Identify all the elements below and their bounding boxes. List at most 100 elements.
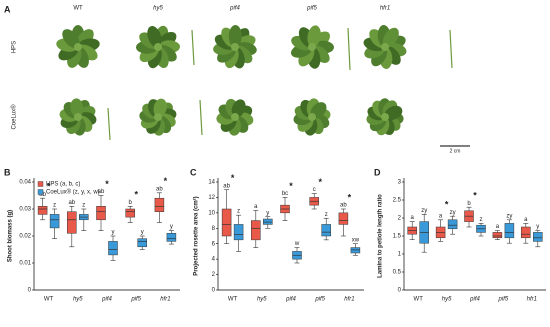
condition-label: CoeLux® bbox=[11, 104, 18, 130]
scale-bar-label: 2 cm bbox=[450, 148, 461, 154]
y-tick-label: 0.03 bbox=[19, 207, 31, 213]
x-tick-label: pif4 bbox=[101, 297, 112, 303]
box bbox=[350, 247, 361, 254]
group-letter: c bbox=[313, 187, 316, 193]
genotype-label: pif5 bbox=[306, 6, 317, 12]
y-tick-label: 12 bbox=[208, 195, 215, 201]
group-letter: bc bbox=[282, 191, 288, 197]
y-axis-label: Lamina to petiole length ratio bbox=[378, 194, 384, 278]
box bbox=[492, 232, 503, 239]
leaf bbox=[228, 25, 242, 48]
box bbox=[447, 219, 458, 230]
box bbox=[533, 232, 543, 242]
leaf bbox=[70, 98, 84, 118]
genotype-label: hy5 bbox=[153, 6, 163, 12]
group-letter: y bbox=[170, 224, 173, 230]
group-letter: ab bbox=[39, 192, 46, 198]
group-letter: zy bbox=[450, 210, 456, 216]
leaf bbox=[231, 99, 246, 118]
rosette-center bbox=[231, 113, 239, 121]
group-letter: a bbox=[524, 217, 528, 223]
box bbox=[67, 211, 77, 234]
stalk bbox=[449, 29, 453, 69]
panel-label: D bbox=[374, 167, 381, 177]
x-tick-label: pif4 bbox=[469, 297, 480, 303]
group-letter: zy bbox=[506, 213, 512, 219]
group-letter: ab bbox=[98, 189, 105, 195]
box bbox=[221, 208, 232, 237]
significance-star: * bbox=[348, 192, 352, 202]
x-tick-label: hy5 bbox=[442, 297, 452, 303]
panel-label: C bbox=[190, 167, 197, 177]
rosette-center bbox=[74, 43, 82, 51]
y-axis-label: Projected rosette area (cm²) bbox=[193, 196, 200, 275]
rosette-center bbox=[308, 113, 316, 121]
x-tick-label: WT bbox=[414, 297, 424, 303]
x-tick-label: WT bbox=[228, 297, 238, 303]
x-tick-label: hfr1 bbox=[527, 297, 537, 303]
genotype-label: WT bbox=[73, 6, 83, 12]
significance-star: * bbox=[473, 191, 477, 201]
y-tick-label: 1.5 bbox=[393, 234, 402, 240]
x-tick-label: hfr1 bbox=[160, 297, 170, 303]
x-tick-label: pif5 bbox=[314, 297, 325, 303]
y-tick-label: 14 bbox=[208, 180, 215, 186]
rosette-center bbox=[231, 43, 239, 51]
significance-star: * bbox=[445, 200, 449, 210]
leaf bbox=[382, 27, 399, 48]
significance-star: * bbox=[164, 176, 168, 186]
box bbox=[233, 224, 244, 241]
stalk bbox=[107, 107, 111, 141]
group-letter: a bbox=[254, 204, 258, 210]
box bbox=[125, 208, 135, 218]
leaf bbox=[147, 25, 162, 48]
legend-label: CoeLux® (z, y, x, w) bbox=[46, 189, 100, 196]
group-letter: z bbox=[480, 217, 483, 223]
significance-star: * bbox=[134, 190, 138, 200]
y-tick-label: 2 bbox=[212, 272, 216, 278]
rosette-center bbox=[154, 43, 162, 51]
panel-label: B bbox=[4, 167, 11, 177]
box bbox=[521, 226, 531, 239]
y-tick-label: 8 bbox=[212, 226, 216, 232]
box bbox=[263, 218, 273, 225]
box bbox=[154, 197, 165, 212]
group-letter: y bbox=[266, 210, 269, 216]
condition-label: HPS bbox=[12, 41, 18, 53]
group-letter: a bbox=[496, 224, 500, 230]
group-letter: z bbox=[82, 203, 85, 209]
legend-label: HPS (a, b, c) bbox=[46, 182, 80, 188]
group-letter: xw bbox=[352, 237, 360, 243]
y-tick-label: 1 bbox=[398, 252, 402, 258]
y-tick-label: 0.04 bbox=[19, 180, 31, 186]
y-tick-label: 0 bbox=[28, 288, 32, 294]
y-tick-label: 0.02 bbox=[19, 234, 31, 240]
y-tick-label: 0 bbox=[398, 288, 402, 294]
y-tick-label: 3 bbox=[398, 180, 402, 186]
box bbox=[166, 233, 177, 242]
leaf bbox=[307, 25, 321, 48]
significance-star: * bbox=[47, 182, 51, 192]
significance-star: * bbox=[231, 173, 235, 183]
group-letter: ab bbox=[68, 200, 75, 206]
y-tick-label: 0.5 bbox=[393, 270, 402, 276]
y-tick-label: 4 bbox=[212, 257, 216, 263]
x-tick-label: pif5 bbox=[498, 297, 509, 303]
x-tick-label: hfr1 bbox=[344, 297, 354, 303]
y-tick-label: 10 bbox=[208, 210, 215, 216]
group-letter: a bbox=[439, 213, 443, 219]
y-tick-label: 0 bbox=[212, 288, 216, 294]
group-letter: y bbox=[141, 230, 144, 236]
significance-star: * bbox=[318, 177, 322, 187]
x-tick-label: hy5 bbox=[257, 297, 267, 303]
group-letter: y bbox=[536, 224, 539, 230]
stalk bbox=[347, 27, 351, 71]
stalk bbox=[199, 99, 203, 136]
group-letter: b bbox=[129, 200, 133, 206]
box bbox=[504, 223, 515, 239]
leaf bbox=[384, 105, 403, 121]
y-axis-label: Shoot biomass (g) bbox=[8, 210, 14, 262]
rosette-center bbox=[74, 113, 82, 121]
